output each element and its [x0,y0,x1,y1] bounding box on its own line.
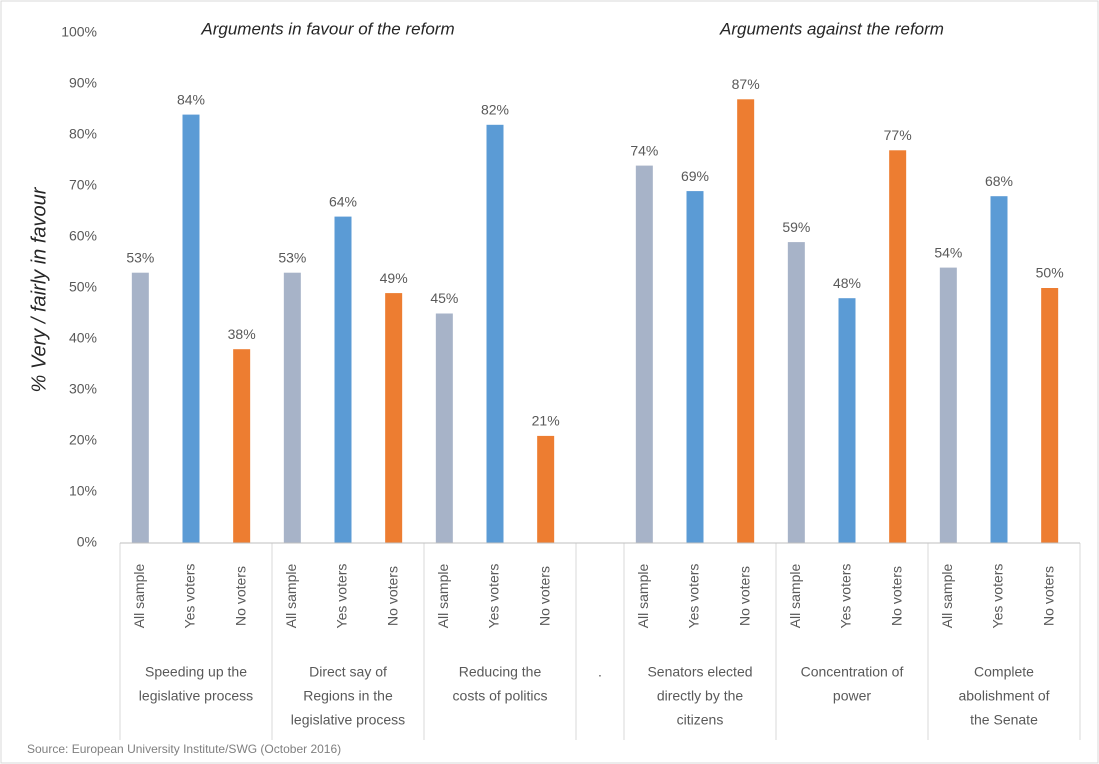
category-label: Yes voters [486,564,502,629]
value-label: 38% [228,326,256,342]
value-label: 49% [380,270,408,286]
category-label: No voters [1040,566,1056,626]
annotation: Arguments against the reform [719,19,944,38]
value-label: 74% [630,142,658,158]
annotation: Arguments in favour of the reform [200,19,454,38]
bar [1041,288,1059,543]
bar [686,191,704,543]
value-label: 50% [1036,265,1064,281]
category-label: No voters [888,566,904,626]
bar [635,165,653,543]
group-label: costs of politics [453,688,548,704]
bar [787,242,805,543]
bar [939,267,957,543]
category-label: Yes voters [686,564,702,629]
value-label: 45% [430,290,458,306]
category-label: All sample [131,564,147,629]
category-label: All sample [787,564,803,629]
category-label: No voters [736,566,752,626]
bar [537,435,555,543]
bar [131,272,149,543]
value-label: 21% [532,413,560,429]
category-label: All sample [435,564,451,629]
bar [233,349,251,543]
y-tick-label: 90% [69,75,97,91]
value-label: 54% [934,244,962,260]
category-label: Yes voters [334,564,350,629]
y-tick-label: 80% [69,126,97,142]
bar [385,293,403,543]
group-label: Regions in the [303,688,393,704]
y-tick-label: 0% [77,534,97,550]
bar [334,216,352,543]
category-label: Yes voters [838,564,854,629]
bar [838,298,856,543]
bar [435,313,453,543]
bar [737,99,755,544]
value-label: 64% [329,193,357,209]
y-axis-label: % Very / fairly in favour [28,186,50,392]
group-label: . [598,664,602,680]
y-tick-label: 40% [69,330,97,346]
value-label: 69% [681,168,709,184]
y-tick-label: 60% [69,228,97,244]
group-label: citizens [677,712,724,728]
group-label: abolishment of [958,688,1049,704]
value-label: 82% [481,102,509,118]
group-label: the Senate [970,712,1038,728]
category-label: Yes voters [182,564,198,629]
group-label: legislative process [139,688,253,704]
category-label: No voters [384,566,400,626]
group-label: Direct say of [309,664,387,680]
source: Source: European University Institute/SW… [27,742,341,756]
group-label: Speeding up the [145,664,247,680]
group-label: directly by the [657,688,744,704]
value-label: 84% [177,91,205,107]
category-label: Yes voters [990,564,1006,629]
bar [486,124,504,544]
category-label: All sample [939,564,955,629]
value-label: 53% [126,249,154,265]
y-tick-label: 70% [69,177,97,193]
bar [889,150,907,544]
category-label: All sample [635,564,651,629]
y-tick-label: 20% [69,432,97,448]
value-label: 87% [732,76,760,92]
group-label: legislative process [291,712,405,728]
group-label: power [833,688,871,704]
bar [990,196,1008,543]
group-label: Complete [974,664,1034,680]
value-label: 68% [985,173,1013,189]
y-tick-label: 100% [61,24,97,40]
category-label: All sample [283,564,299,629]
group-label: Concentration of [801,664,904,680]
category-label: No voters [232,566,248,626]
value-label: 53% [278,249,306,265]
y-tick-label: 50% [69,279,97,295]
category-label: No voters [536,566,552,626]
y-tick-label: 10% [69,483,97,499]
y-tick-label: 30% [69,381,97,397]
group-label: Reducing the [459,664,542,680]
bar [283,272,301,543]
group-label: Senators elected [647,664,752,680]
value-label: 59% [782,219,810,235]
value-label: 48% [833,275,861,291]
value-label: 77% [884,127,912,143]
bar [182,114,200,543]
